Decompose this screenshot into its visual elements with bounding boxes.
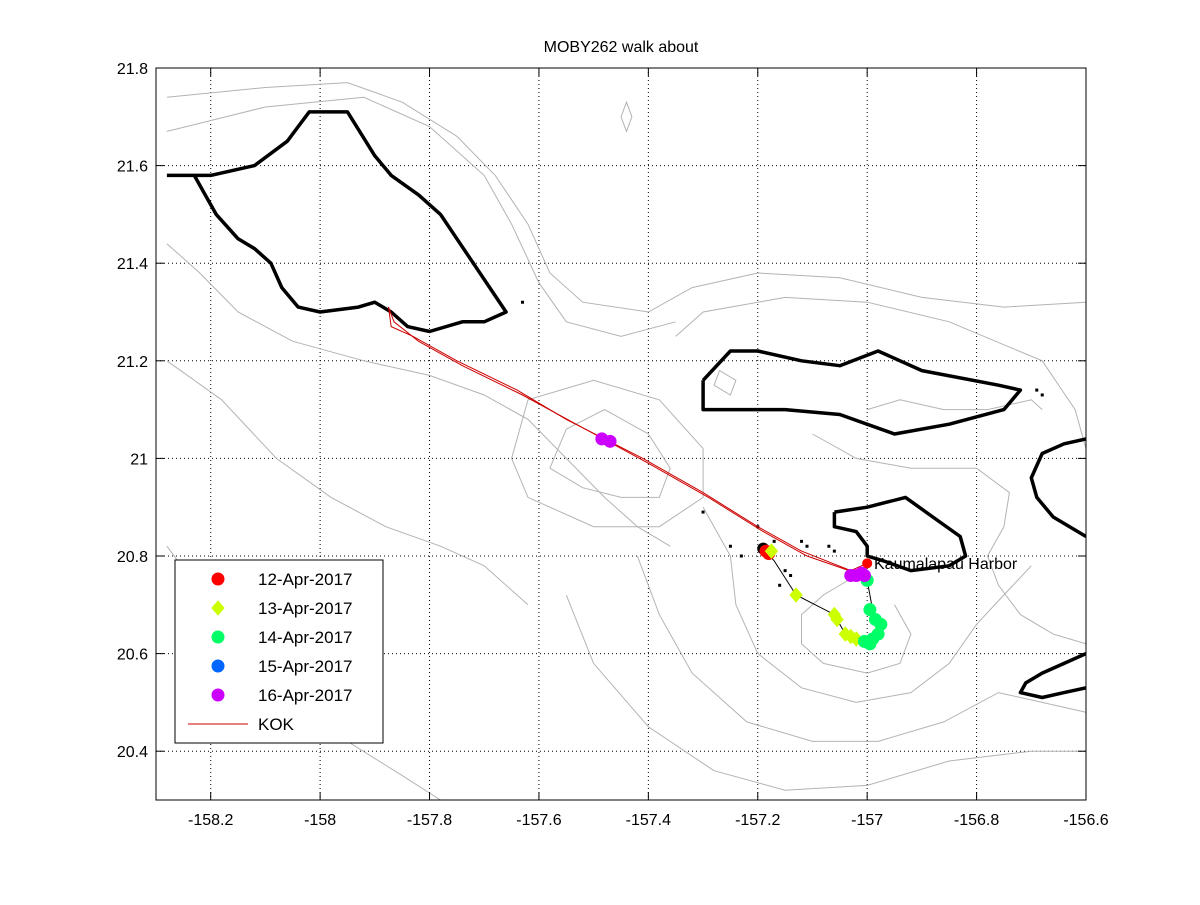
data-point: [603, 434, 617, 448]
contour-line: [166, 243, 671, 547]
x-tick-label: -157.8: [407, 812, 452, 829]
legend-label: 14-Apr-2017: [258, 628, 353, 647]
legend-swatch: [211, 630, 225, 644]
stray-point: [772, 539, 776, 543]
coastline: [1018, 652, 1086, 700]
x-tick-labels: -158.2 -158 -157.8 -157.6 -157.4 -157.2 -157 -1…: [188, 812, 1109, 829]
contour-line: [166, 96, 676, 337]
chart-title: MOBY262 walk about: [544, 39, 699, 56]
contour-line: [565, 594, 1086, 791]
contour-line: [636, 555, 1086, 742]
data-point: [764, 543, 779, 559]
stray-point: [1035, 388, 1039, 392]
legend-swatch: [211, 659, 225, 673]
contour-line: [549, 409, 671, 498]
stray-point: [521, 300, 525, 304]
legend-label: 16-Apr-2017: [258, 686, 353, 705]
stray-point: [778, 583, 782, 587]
coastline: [1029, 437, 1086, 539]
coastline: [832, 495, 968, 573]
coastlines: [166, 110, 1086, 700]
contour-line: [166, 82, 1086, 313]
legend-swatch: [211, 688, 225, 702]
legend-label: 15-Apr-2017: [258, 657, 353, 676]
coastline: [166, 110, 508, 334]
harbor-annotation: Kaumalapau Harbor: [874, 556, 1018, 573]
stray-point: [739, 554, 743, 558]
contour-line: [702, 506, 1032, 703]
data-point: [789, 587, 803, 603]
data-point: [830, 611, 844, 628]
legend-swatch: [211, 600, 225, 616]
stray-point: [728, 544, 732, 548]
stray-point: [471, 261, 475, 265]
grid: [156, 68, 1086, 800]
data-markers: [595, 432, 888, 651]
y-tick-label: 21.4: [117, 256, 148, 273]
contour-line: [511, 379, 704, 528]
legend: 12-Apr-2017 13-Apr-2017 14-Apr-2017 15-Apr-…: [174, 559, 384, 744]
data-point: [863, 603, 877, 617]
x-tick-label: -158: [304, 812, 336, 829]
plot-frame: [155, 67, 1087, 801]
contour-line: [801, 575, 912, 674]
y-tick-label: 21.6: [117, 159, 148, 176]
coastline: [701, 349, 1023, 436]
stray-point: [832, 549, 836, 553]
y-tick-label: 20.4: [117, 744, 148, 761]
y-tick-label: 20.8: [117, 549, 148, 566]
stray-point: [783, 569, 787, 573]
harbor-marker: [862, 558, 873, 569]
data-point: [857, 569, 871, 583]
stray-point: [1040, 393, 1044, 397]
x-tick-label: -156.6: [1063, 812, 1108, 829]
axis-ticks: [156, 67, 1087, 800]
stray-point: [805, 544, 809, 548]
stray-point: [701, 510, 705, 514]
stray-point: [789, 574, 793, 578]
y-tick-labels: 20.4 20.6 20.8 21 21.2 21.4 21.6 21.8: [117, 61, 148, 761]
legend-swatch: [211, 572, 225, 586]
contour-line: [620, 100, 633, 133]
legend-label: 13-Apr-2017: [258, 599, 353, 618]
x-tick-label: -157.2: [735, 812, 780, 829]
y-tick-label: 21.2: [117, 354, 148, 371]
x-tick-label: -156.8: [954, 812, 999, 829]
y-tick-label: 20.6: [117, 647, 148, 664]
legend-box: [174, 559, 384, 744]
contour-line: [713, 369, 737, 396]
contour-line: [166, 360, 529, 606]
legend-label: KOK: [258, 715, 295, 734]
stray-point: [827, 544, 831, 548]
contour-line: [867, 399, 1043, 411]
data-point: [857, 634, 871, 648]
x-tick-label: -158.2: [188, 812, 233, 829]
y-tick-label: 21: [130, 451, 148, 468]
legend-label: 12-Apr-2017: [258, 570, 353, 589]
x-tick-label: -157.4: [626, 812, 671, 829]
x-tick-label: -157: [851, 812, 883, 829]
y-tick-label: 21.8: [117, 61, 148, 78]
x-tick-label: -157.6: [516, 812, 561, 829]
contour-line: [675, 296, 1086, 449]
stray-point: [800, 539, 804, 543]
contour-line: [812, 433, 1086, 645]
